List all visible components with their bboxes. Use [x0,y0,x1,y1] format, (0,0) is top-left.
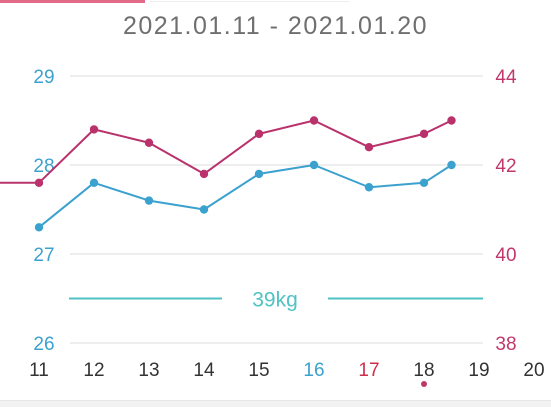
data-point [309,116,319,125]
x-axis-label: 11 [29,360,49,381]
selected-day-marker [421,381,427,387]
data-point [364,183,374,192]
active-tab-indicator [0,0,145,3]
data-point [144,138,154,147]
data-point [419,178,429,187]
right-axis-label: 42 [495,156,516,177]
x-axis-label: 20 [523,360,544,381]
series-line-right [0,119,452,184]
right-axis-label: 40 [495,245,516,266]
tab-divider [150,1,350,2]
data-point [89,125,99,134]
data-point [144,196,154,205]
x-axis-label: 18 [413,360,434,381]
data-point [419,129,429,139]
bottom-bar [0,400,551,407]
data-point [254,129,264,139]
x-axis-label: 14 [193,360,215,381]
left-axis-label: 26 [33,334,54,355]
data-point [199,205,209,214]
x-axis-label: 16 [303,360,324,381]
left-axis-label: 28 [33,156,54,177]
data-point [447,116,456,125]
data-point [364,143,374,152]
right-axis-label: 38 [495,334,516,355]
data-point [89,178,99,187]
left-axis-label: 29 [33,67,54,88]
target-weight-label: 39kg [252,289,298,312]
data-point [254,169,264,179]
x-axis-label: 12 [83,360,104,381]
x-axis-label: 15 [248,360,269,381]
data-point [34,223,44,232]
data-point [199,169,209,179]
right-axis-label: 44 [495,67,517,88]
x-axis-label: 13 [138,360,159,381]
data-point [309,160,319,170]
data-point [447,160,456,170]
left-axis-label: 27 [33,245,54,266]
x-axis-label: 19 [468,360,489,381]
date-range-label[interactable]: 2021.01.11 - 2021.01.20 [122,12,429,40]
data-point [34,178,44,187]
x-axis-label: 17 [358,360,379,381]
series-line-left [38,164,453,229]
